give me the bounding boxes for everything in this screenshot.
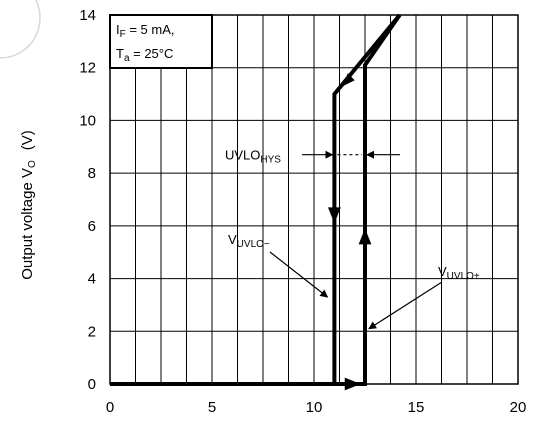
vuvlo-minus-sub: UVLO− xyxy=(237,239,270,250)
vuvlo-plus-sub: UVLO+ xyxy=(447,271,480,282)
arrowhead-down xyxy=(328,207,341,224)
conditions-box: IF = 5 mA, Ta = 25°C xyxy=(109,14,213,69)
tick-labels: 0 5 10 15 20 0 2 4 6 8 10 12 14 xyxy=(79,7,526,416)
y-axis-label-unit: (V) xyxy=(19,130,36,150)
cond2-rest: = 25°C xyxy=(130,46,174,61)
vuvlo-plus-label: VUVLO+ xyxy=(438,264,480,282)
cond1-rest: = 5 mA, xyxy=(126,22,175,37)
x-tick-label: 10 xyxy=(306,399,323,416)
y-axis-label: Output voltage VO (V) xyxy=(19,130,38,280)
conditions-line-1: IF = 5 mA, xyxy=(116,22,175,40)
cond2-main: T xyxy=(116,46,124,61)
annotations: UVLOHYS VUVLO− VUVLO+ xyxy=(225,148,480,330)
y-axis-label-sub: O xyxy=(27,160,38,168)
y-tick-label: 2 xyxy=(88,323,96,340)
conditions-box-border xyxy=(109,14,213,69)
uvlo-hys-main: UVLO xyxy=(225,148,260,163)
vuvlo-minus-main: V xyxy=(228,232,237,247)
uvlo-hys-label: UVLOHYS xyxy=(225,148,281,166)
arrowhead-right xyxy=(344,377,361,391)
y-tick-label: 8 xyxy=(88,165,96,182)
y-tick-label: 14 xyxy=(79,7,96,24)
cond2-sub: a xyxy=(124,53,130,64)
series xyxy=(110,13,402,386)
y-tick-label: 0 xyxy=(88,376,96,393)
direction-arrows xyxy=(328,73,372,391)
series-line-2 xyxy=(332,13,402,384)
x-tick-label: 20 xyxy=(510,399,527,416)
y-tick-label: 4 xyxy=(88,271,96,288)
vuvlo-minus-label: VUVLO− xyxy=(228,232,270,250)
y-axis-label-main: Output voltage V xyxy=(19,168,36,280)
watermark-circle xyxy=(0,0,41,59)
vuvlo-minus-leader xyxy=(269,251,329,298)
x-tick-label: 0 xyxy=(106,399,114,416)
arrowhead-diagonal xyxy=(342,73,355,87)
y-tick-label: 6 xyxy=(88,218,96,235)
series-line-1 xyxy=(110,13,402,386)
vuvlo-plus-leader xyxy=(368,281,443,330)
cond1-sub: F xyxy=(120,29,126,40)
vuvlo-plus-main: V xyxy=(438,264,447,279)
x-tick-label: 5 xyxy=(208,399,216,416)
conditions-line-2: Ta = 25°C xyxy=(116,46,173,64)
grid xyxy=(109,14,519,385)
uvlo-hys-sub: HYS xyxy=(260,155,281,166)
y-tick-label: 12 xyxy=(79,60,96,77)
cond1-main: I xyxy=(116,22,120,37)
y-tick-label: 10 xyxy=(79,112,96,129)
arrowhead-up xyxy=(358,228,372,245)
x-tick-label: 15 xyxy=(408,399,425,416)
